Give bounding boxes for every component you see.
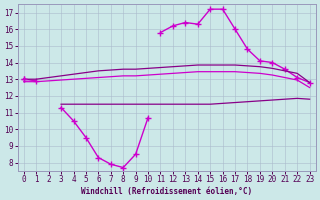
X-axis label: Windchill (Refroidissement éolien,°C): Windchill (Refroidissement éolien,°C) xyxy=(81,187,252,196)
